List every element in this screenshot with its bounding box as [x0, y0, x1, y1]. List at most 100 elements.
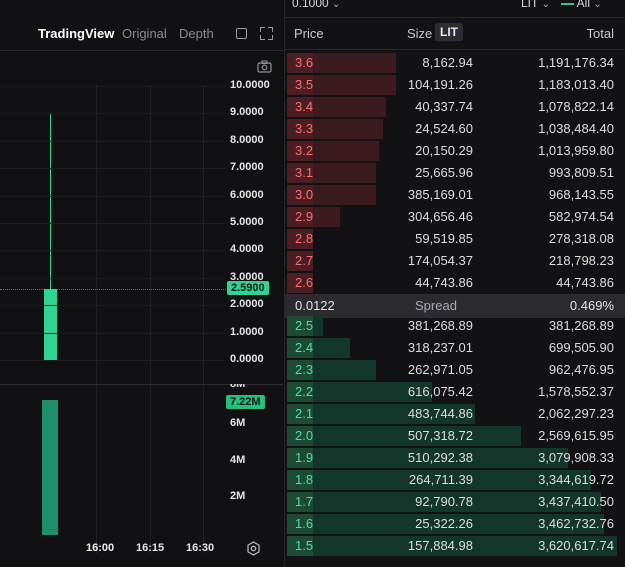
row-total: 582,974.54 [548, 209, 614, 224]
grid-line [0, 305, 225, 307]
row-price: 3.0 [295, 187, 314, 202]
bid-row[interactable]: 2.0 507,318.72 2,569,615.95 [285, 425, 625, 447]
row-size: 507,318.72 [407, 428, 473, 443]
price-marker [287, 185, 313, 205]
bid-row[interactable]: 2.3 262,971.05 962,476.95 [285, 359, 625, 381]
ask-row[interactable]: 3.0 385,169.01 968,143.55 [285, 184, 625, 206]
price-marker [287, 273, 313, 293]
price-marker [287, 426, 313, 446]
bid-row[interactable]: 2.2 616,075.42 1,578,552.37 [285, 381, 625, 403]
ask-row[interactable]: 3.3 24,524.60 1,038,484.40 [285, 118, 625, 140]
row-size: 616,075.42 [407, 384, 473, 399]
row-price: 1.9 [295, 450, 314, 465]
bid-row[interactable]: 1.8 264,711.39 3,344,619.72 [285, 469, 625, 491]
square-icon[interactable] [236, 28, 247, 39]
row-total: 2,569,615.95 [538, 428, 614, 443]
row-price: 2.2 [295, 384, 314, 399]
ask-row[interactable]: 2.8 59,519.85 278,318.08 [285, 228, 625, 250]
row-price: 2.0 [295, 428, 314, 443]
row-price: 3.4 [295, 99, 314, 114]
price-marker [287, 514, 313, 534]
depth-bar [287, 426, 521, 446]
tab-depth[interactable]: Depth [179, 26, 214, 41]
bid-row[interactable]: 1.7 92,790.78 3,437,410.50 [285, 491, 625, 513]
volume-tick-label: 2M [230, 490, 246, 502]
price-tick-label: 4.0000 [230, 243, 264, 256]
ask-row[interactable]: 2.6 44,743.86 44,743.86 [285, 272, 625, 294]
row-total: 1,038,484.40 [538, 121, 614, 136]
row-price: 3.2 [295, 143, 314, 158]
row-size: 304,656.46 [407, 209, 473, 224]
row-total: 381,268.89 [548, 318, 614, 333]
price-marker [287, 141, 313, 161]
row-size: 8,162.94 [422, 55, 473, 70]
ask-row[interactable]: 3.4 40,337.74 1,078,822.14 [285, 96, 625, 118]
price-marker [287, 163, 313, 183]
filter-select[interactable]: All ⌄ [561, 0, 602, 10]
row-price: 2.5 [295, 318, 314, 333]
candle-wick [50, 114, 51, 360]
tick-size-select[interactable]: 0.1000 ⌄ [292, 0, 340, 10]
grid-line [0, 86, 225, 87]
row-total: 278,318.08 [548, 231, 614, 246]
depth-bar [287, 448, 568, 468]
price-marker [287, 207, 313, 227]
depth-bar [287, 382, 432, 402]
row-total: 968,143.55 [548, 187, 614, 202]
row-size: 92,790.78 [415, 494, 473, 509]
header-total: Total [586, 26, 614, 41]
pane-divider[interactable] [0, 384, 283, 385]
bid-row[interactable]: 2.5 381,268.89 381,268.89 [285, 315, 625, 337]
row-size: 59,519.85 [415, 231, 473, 246]
tab-original[interactable]: Original [122, 26, 167, 41]
ask-row[interactable]: 2.7 174,054.37 218,798.23 [285, 250, 625, 272]
price-tick-label: 7.0000 [230, 161, 264, 174]
row-total: 1,578,552.37 [538, 384, 614, 399]
bid-row[interactable]: 1.5 157,884.98 3,620,617.74 [285, 535, 625, 557]
row-size: 385,169.01 [407, 187, 473, 202]
row-size: 483,744.86 [407, 406, 473, 421]
bid-row[interactable]: 1.9 510,292.38 3,079,908.33 [285, 447, 625, 469]
bid-row[interactable]: 1.6 25,322.26 3,462,732.76 [285, 513, 625, 535]
tab-tradingview[interactable]: TradingView [38, 26, 115, 41]
price-tick-label: 9.0000 [230, 106, 264, 119]
fullscreen-icon[interactable] [260, 27, 273, 40]
ask-row[interactable]: 3.5 104,191.26 1,183,013.40 [285, 74, 625, 96]
row-size: 157,884.98 [407, 538, 473, 553]
header-size: Size [407, 26, 433, 41]
row-price: 2.8 [295, 231, 314, 246]
ask-row[interactable]: 3.2 20,150.29 1,013,959.80 [285, 140, 625, 162]
grid-line [0, 250, 225, 252]
spread-row: 0.0122 Spread 0.469% [285, 294, 625, 318]
row-price: 2.4 [295, 340, 314, 355]
grid-line [0, 140, 225, 142]
chevron-down-icon: ⌄ [541, 0, 550, 10]
row-total: 1,191,176.34 [538, 55, 614, 70]
depth-bar [287, 75, 396, 95]
grid-line [0, 113, 225, 115]
unit-select[interactable]: LIT ⌄ [521, 0, 550, 10]
size-unit-toggle[interactable]: LIT [435, 23, 463, 41]
camera-icon[interactable] [257, 60, 272, 73]
time-label-overlap: 16:00 [86, 542, 115, 554]
settings-icon[interactable] [246, 541, 261, 556]
row-total: 3,462,732.76 [538, 516, 614, 531]
row-price: 2.3 [295, 362, 314, 377]
price-marker [287, 316, 313, 336]
chart-panel[interactable]: TradingView Original Depth 2.5900 7.22M … [0, 0, 283, 567]
ask-row[interactable]: 3.6 8,162.94 1,191,176.34 [285, 52, 625, 74]
row-total: 993,809.51 [548, 165, 614, 180]
row-price: 2.6 [295, 275, 314, 290]
row-size: 24,524.60 [415, 121, 473, 136]
bid-row[interactable]: 2.1 483,744.86 2,062,297.23 [285, 403, 625, 425]
ask-row[interactable]: 3.1 25,665.96 993,809.51 [285, 162, 625, 184]
row-total: 3,079,908.33 [538, 450, 614, 465]
depth-bar [287, 492, 601, 512]
bid-row[interactable]: 2.4 318,237.01 699,505.90 [285, 337, 625, 359]
row-size: 25,665.96 [415, 165, 473, 180]
grid-line [0, 223, 225, 224]
spread-label: Spread [415, 298, 457, 313]
row-size: 262,971.05 [407, 362, 473, 377]
ask-row[interactable]: 2.9 304,656.46 582,974.54 [285, 206, 625, 228]
row-price: 1.8 [295, 472, 314, 487]
